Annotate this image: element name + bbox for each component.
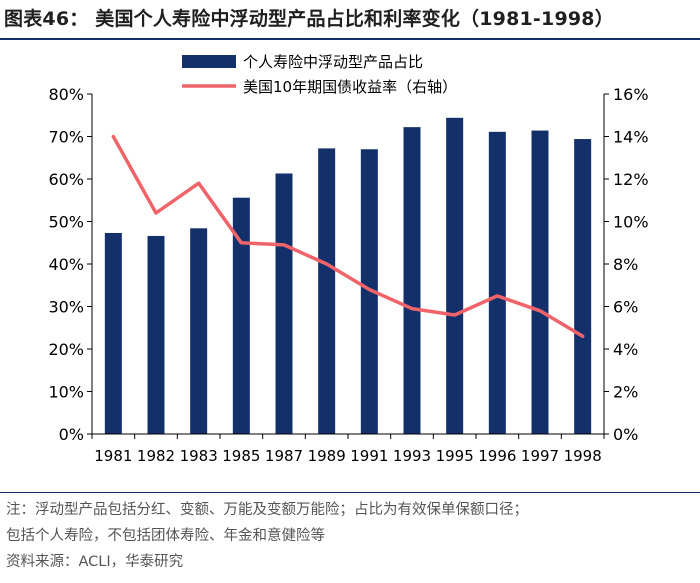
- y-right-tick-label: 8%: [613, 255, 638, 274]
- y-right-tick-label: 12%: [613, 170, 649, 189]
- y-left-tick-label: 20%: [48, 340, 84, 359]
- y-left-tick-label: 0%: [59, 425, 84, 444]
- chart-title: 图表46： 美国个人寿险中浮动型产品占比和利率变化（1981-1998）: [4, 8, 614, 30]
- legend-bar-swatch: [182, 55, 236, 68]
- y-left-tick-label: 30%: [48, 298, 84, 317]
- bar-1981: [104, 232, 122, 434]
- x-tick-label: 1985: [222, 447, 260, 465]
- bar-1989: [318, 148, 336, 434]
- line-series: [111, 134, 585, 339]
- x-tick-label: 1993: [393, 447, 431, 465]
- bar-1985: [232, 197, 250, 434]
- bar-1982: [147, 235, 165, 434]
- x-tick-label: 1981: [94, 447, 132, 465]
- bar-1991: [360, 149, 378, 434]
- x-tick-label: 1982: [137, 447, 175, 465]
- axes: 0% 10% 20% 30% 40% 50% 60% 70% 80% 0% 2% 4% 6% 8% 10% 1…: [48, 85, 648, 465]
- footer-rule: [0, 492, 700, 493]
- y-left-tick-label: 10%: [48, 383, 84, 402]
- source-note: 资料来源：ACLI，华泰研究: [6, 554, 184, 570]
- y-right-tick-label: 0%: [613, 425, 638, 444]
- title-rule: [0, 38, 700, 40]
- x-tick-label: 1983: [180, 447, 218, 465]
- bar-1993: [403, 127, 421, 435]
- y-right-tick-label: 16%: [613, 85, 649, 104]
- x-tick-label: 1989: [308, 447, 346, 465]
- x-tick-label: 1987: [265, 447, 303, 465]
- yield-line: [111, 134, 585, 339]
- y-left-tick-label: 80%: [48, 85, 84, 104]
- y-right-tick-label: 6%: [613, 298, 638, 317]
- bar-1998: [574, 139, 592, 435]
- x-tick-label: 1997: [521, 447, 559, 465]
- footnote-line-2: 包括个人寿险，不包括团体寿险、年金和意健险等: [6, 528, 325, 544]
- x-tick-label: 1995: [436, 447, 474, 465]
- bar-series: [104, 117, 592, 435]
- bar-1997: [531, 130, 549, 435]
- x-tick-label: 1996: [478, 447, 516, 465]
- y-right-tick-label: 10%: [613, 213, 649, 232]
- bar-1987: [275, 173, 293, 434]
- y-right-tick-label: 14%: [613, 128, 649, 147]
- bar-1995: [446, 117, 464, 435]
- combo-chart: 个人寿险中浮动型产品占比 美国10年期国债收益率（右轴） 0% 10% 20% 30%…: [48, 53, 648, 465]
- y-left-tick-label: 50%: [48, 213, 84, 232]
- x-tick-label: 1998: [564, 447, 602, 465]
- x-tick-label: 1991: [350, 447, 388, 465]
- y-right-tick-label: 2%: [613, 383, 638, 402]
- y-right-tick-label: 4%: [613, 340, 638, 359]
- footnote-line-1: 注：浮动型产品包括分红、变额、万能及变额万能险；占比为有效保单保额口径；: [6, 502, 528, 518]
- legend-line-label: 美国10年期国债收益率（右轴）: [243, 78, 457, 96]
- legend-bar-label: 个人寿险中浮动型产品占比: [243, 53, 423, 71]
- legend: 个人寿险中浮动型产品占比 美国10年期国债收益率（右轴）: [182, 53, 457, 96]
- y-left-tick-label: 70%: [48, 128, 84, 147]
- y-left-tick-label: 60%: [48, 170, 84, 189]
- bar-1996: [488, 131, 506, 434]
- y-left-tick-label: 40%: [48, 255, 84, 274]
- bar-1983: [190, 228, 208, 434]
